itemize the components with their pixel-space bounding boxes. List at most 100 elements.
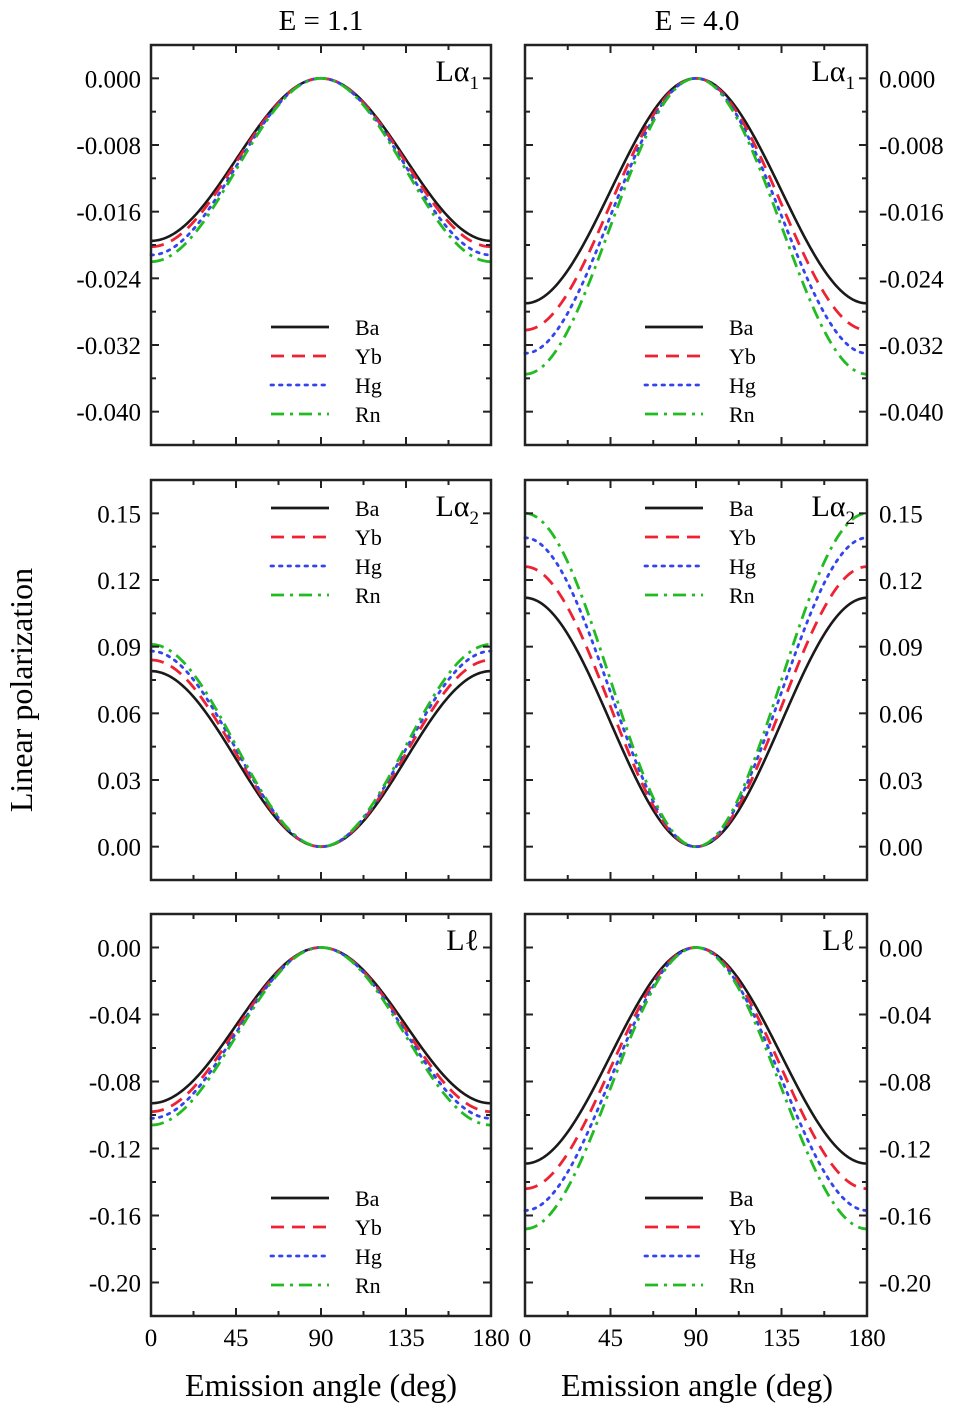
legend-label-hg: Hg	[729, 1244, 756, 1269]
x-axis-title-right: Emission angle (deg)	[561, 1367, 833, 1403]
panel-label-main: Lα	[811, 55, 845, 88]
y-tick-label: 0.03	[97, 768, 141, 795]
legend-label-ba: Ba	[729, 315, 754, 340]
y-tick-label: 0.15	[879, 501, 923, 528]
panel-label: Lα1	[811, 55, 855, 94]
panel-label-subscript: 1	[846, 73, 856, 94]
series-line-ba	[524, 77, 868, 305]
panel-label: Lℓ	[446, 924, 479, 957]
legend: Ba Yb Hg Rn	[643, 1186, 756, 1298]
series-line-ba	[150, 77, 492, 243]
legend: Ba Yb Hg Rn	[269, 1186, 382, 1298]
y-tick-label: -0.04	[89, 1003, 142, 1030]
panel-label-subscript: 2	[846, 508, 856, 529]
y-tick-label: 0.000	[85, 66, 141, 93]
y-tick-label: -0.04	[879, 1003, 932, 1030]
x-axis-title-left: Emission angle (deg)	[185, 1367, 457, 1403]
series-line-yb	[524, 946, 868, 1191]
x-tick-label: 45	[224, 1325, 249, 1352]
column-title-right: E = 4.0	[655, 5, 740, 37]
y-tick-label: -0.032	[76, 333, 141, 360]
legend-label-yb: Yb	[355, 344, 382, 369]
legend-label-rn: Rn	[729, 1273, 755, 1298]
series-line-hg	[149, 946, 493, 1120]
legend-label-rn: Rn	[729, 402, 755, 427]
x-tick-label: 0	[519, 1325, 532, 1352]
legend-label-hg: Hg	[355, 1244, 382, 1269]
plot-frame	[149, 478, 493, 882]
column-title-left: E = 1.1	[279, 5, 364, 37]
y-axis-title: Linear polarization	[3, 568, 39, 812]
y-tick-label: -0.08	[879, 1070, 931, 1097]
y-tick-label: 0.06	[97, 701, 141, 728]
y-tick-label: 0.00	[879, 936, 923, 963]
panel-5: 0.00 -0.04 -0.08 -0.12 -0.16 -0.200 45 90 135 180…	[89, 912, 510, 1352]
y-tick-label: 0.03	[879, 768, 923, 795]
series-line-hg	[149, 76, 493, 257]
x-tick-label: 90	[684, 1325, 709, 1352]
panel-label-main: Lα	[435, 490, 469, 523]
series-line-rn	[150, 946, 492, 1127]
legend-label-yb: Yb	[729, 344, 756, 369]
x-tick-label: 135	[387, 1325, 425, 1352]
x-tick-label: 180	[848, 1325, 886, 1352]
series-line-rn	[524, 946, 868, 1231]
series-line-ba	[524, 946, 868, 1165]
x-tick-label: 135	[763, 1325, 801, 1352]
legend-label-rn: Rn	[355, 583, 381, 608]
series-line-yb	[524, 76, 868, 332]
legend-label-yb: Yb	[355, 525, 382, 550]
series-line-yb	[150, 946, 492, 1114]
plot-frame	[523, 478, 869, 882]
y-tick-label: -0.040	[879, 400, 944, 427]
legend: Ba Yb Hg Rn	[643, 315, 756, 427]
series-line-hg	[523, 76, 869, 355]
panel-label-main: Lℓ	[822, 924, 855, 957]
y-tick-label: 0.09	[97, 635, 141, 662]
x-tick-label: 180	[472, 1325, 510, 1352]
legend-label-ba: Ba	[729, 496, 754, 521]
legend: Ba Yb Hg Rn	[643, 496, 756, 608]
panel-1: 0.000 -0.008 -0.016 -0.024 -0.032 -0.040 Lα1 Ba…	[76, 43, 493, 447]
series-line-hg	[523, 536, 869, 849]
x-tick-label: 90	[309, 1325, 334, 1352]
legend-label-yb: Yb	[729, 1215, 756, 1240]
legend-label-yb: Yb	[355, 1215, 382, 1240]
series-line-rn	[524, 511, 868, 849]
y-tick-label: 0.12	[879, 568, 923, 595]
series-line-hg	[149, 649, 493, 849]
panel-3: 0.15 0.12 0.09 0.06 0.03 0.00 Lα2 Ba Yb Hg Rn	[97, 478, 493, 882]
panel-6: 0.00 -0.04 -0.08 -0.12 -0.16 -0.20 0 45 90 135 180…	[519, 912, 932, 1352]
y-tick-label: -0.008	[76, 133, 141, 160]
y-tick-label: -0.12	[879, 1137, 931, 1164]
series-line-rn	[524, 76, 868, 376]
chart-panels: 0.000-0.008-0.016-0.024-0.032-0.040Lα1Ba…	[76, 43, 944, 1352]
y-tick-label: 0.09	[879, 635, 923, 662]
y-tick-label: 0.00	[97, 936, 141, 963]
legend: Ba Yb Hg Rn	[269, 496, 382, 608]
y-tick-label: 0.15	[97, 501, 141, 528]
series-line-yb	[524, 565, 868, 849]
y-tick-label: 0.12	[97, 568, 141, 595]
legend-label-hg: Hg	[355, 373, 382, 398]
y-tick-label: -0.16	[879, 1204, 931, 1231]
y-tick-label: -0.16	[89, 1204, 141, 1231]
y-tick-label: 0.00	[879, 835, 923, 862]
panel-label-subscript: 1	[470, 73, 480, 94]
y-tick-label: -0.20	[89, 1271, 141, 1298]
legend-label-hg: Hg	[729, 554, 756, 579]
legend-label-ba: Ba	[355, 496, 380, 521]
legend-label-hg: Hg	[729, 373, 756, 398]
y-tick-label: -0.040	[76, 400, 141, 427]
x-tick-label: 0	[145, 1325, 158, 1352]
panel-label-main: Lℓ	[446, 924, 479, 957]
y-tick-label: -0.024	[76, 266, 141, 293]
legend: Ba Yb Hg Rn	[269, 315, 382, 427]
panel-label-subscript: 2	[470, 508, 480, 529]
panel-4: 0.15 0.12 0.09 0.06 0.03 0.00 Lα2 Ba Yb Hg Rn	[523, 478, 923, 882]
y-tick-label: -0.08	[89, 1070, 141, 1097]
x-tick-label: 45	[598, 1325, 623, 1352]
legend-label-ba: Ba	[355, 315, 380, 340]
legend-label-yb: Yb	[729, 525, 756, 550]
